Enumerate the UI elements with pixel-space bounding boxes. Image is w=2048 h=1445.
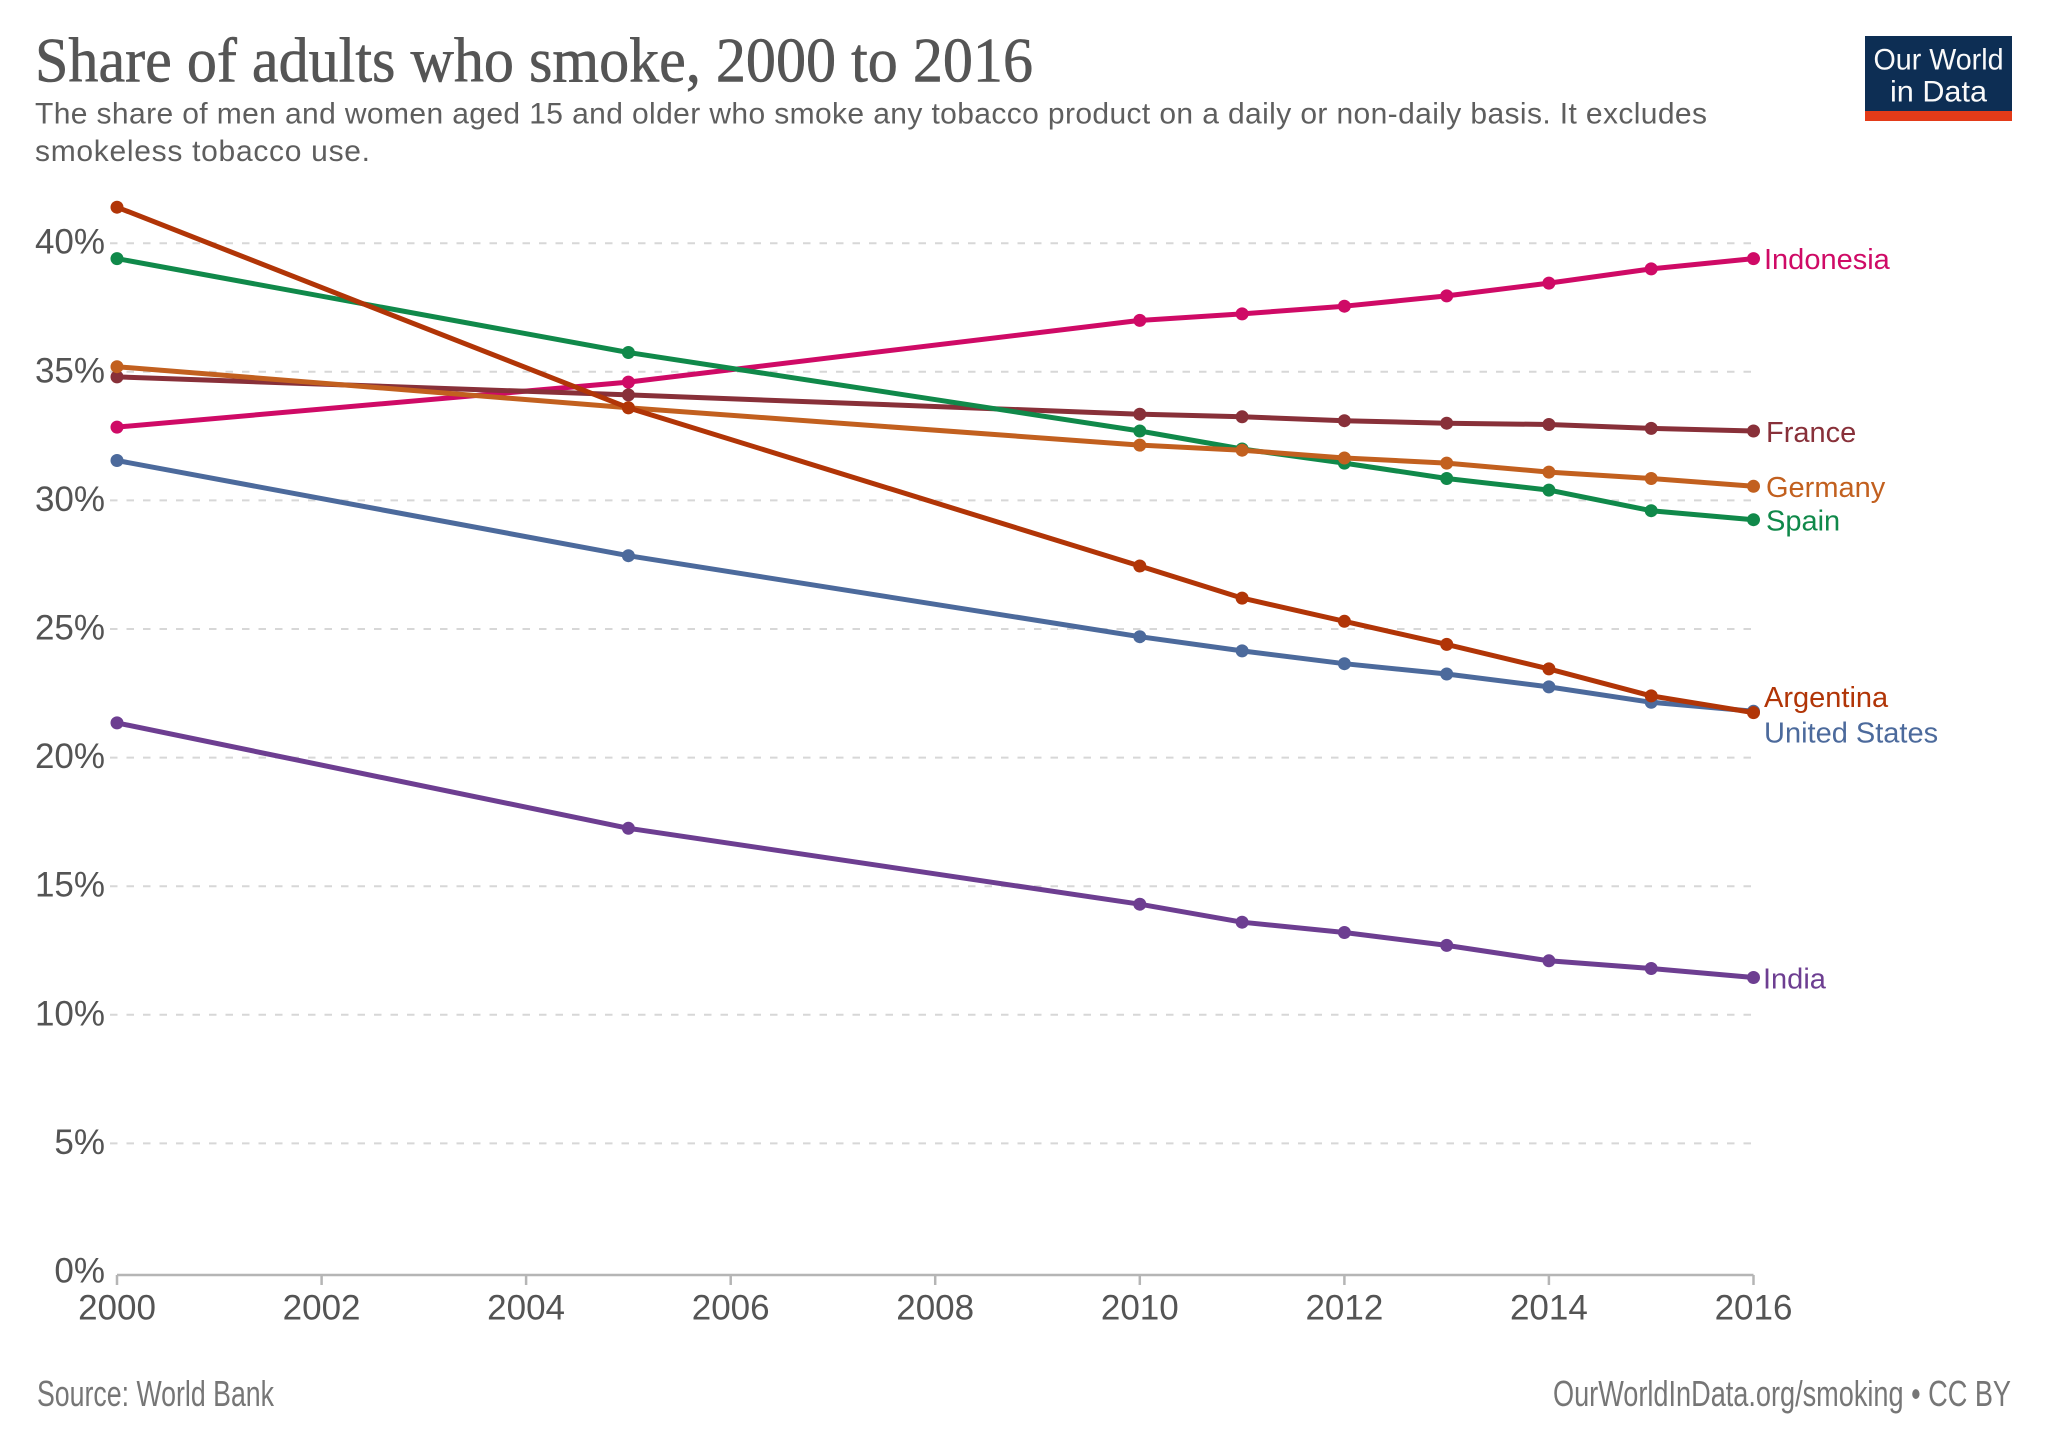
svg-text:2012: 2012 bbox=[1305, 1289, 1383, 1328]
svg-text:The share of men and women age: The share of men and women aged 15 and o… bbox=[35, 97, 1707, 130]
svg-text:Indonesia: Indonesia bbox=[1764, 244, 1891, 276]
svg-text:2006: 2006 bbox=[692, 1289, 770, 1328]
svg-text:in Data: in Data bbox=[1890, 76, 1988, 109]
svg-text:India: India bbox=[1763, 964, 1827, 996]
svg-text:2008: 2008 bbox=[896, 1289, 974, 1328]
svg-text:Share of adults who smoke, 200: Share of adults who smoke, 2000 to 2016 bbox=[35, 25, 1033, 96]
svg-text:Spain: Spain bbox=[1766, 506, 1840, 538]
svg-text:2016: 2016 bbox=[1715, 1289, 1793, 1328]
svg-text:10%: 10% bbox=[35, 994, 105, 1033]
svg-text:France: France bbox=[1766, 417, 1856, 449]
svg-text:2000: 2000 bbox=[78, 1289, 156, 1328]
svg-text:OurWorldInData.org/smoking • C: OurWorldInData.org/smoking • CC BY bbox=[1553, 1373, 2011, 1414]
svg-text:5%: 5% bbox=[54, 1123, 105, 1162]
svg-text:40%: 40% bbox=[35, 223, 105, 262]
svg-text:2014: 2014 bbox=[1510, 1289, 1588, 1328]
svg-text:2004: 2004 bbox=[487, 1289, 565, 1328]
svg-text:smokeless tobacco use.: smokeless tobacco use. bbox=[35, 135, 370, 168]
svg-text:15%: 15% bbox=[35, 866, 105, 905]
svg-text:30%: 30% bbox=[35, 480, 105, 519]
svg-text:2002: 2002 bbox=[283, 1289, 361, 1328]
svg-text:25%: 25% bbox=[35, 609, 105, 648]
svg-text:20%: 20% bbox=[35, 737, 105, 776]
svg-text:Source: World Bank: Source: World Bank bbox=[37, 1373, 275, 1414]
svg-text:35%: 35% bbox=[35, 351, 105, 390]
svg-text:Germany: Germany bbox=[1766, 472, 1886, 504]
svg-text:0%: 0% bbox=[54, 1252, 105, 1291]
svg-text:United States: United States bbox=[1764, 718, 1938, 750]
svg-text:Argentina: Argentina bbox=[1764, 682, 1889, 714]
svg-text:Our World: Our World bbox=[1874, 44, 2004, 77]
svg-text:2010: 2010 bbox=[1101, 1289, 1179, 1328]
